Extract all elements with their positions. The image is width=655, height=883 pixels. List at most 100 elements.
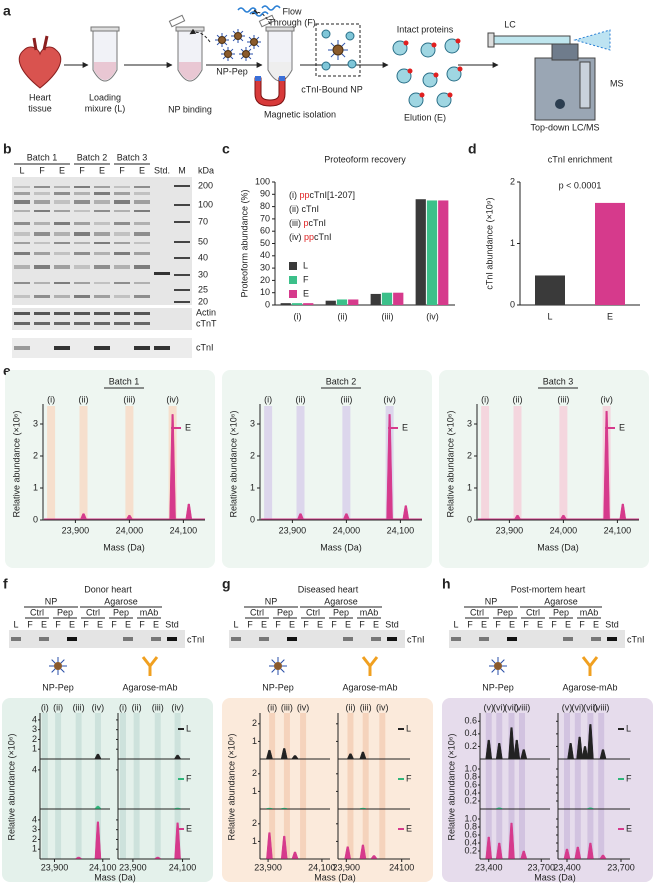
y-tick-label: 0	[33, 514, 38, 524]
subgroup-label: Pep	[113, 607, 129, 617]
gel-band	[114, 232, 130, 236]
peak	[599, 749, 607, 759]
highlight-band	[379, 713, 386, 859]
y-tick-label: 0.6	[464, 779, 477, 789]
gel-band	[114, 322, 130, 325]
highlight-band	[79, 406, 88, 520]
gel-band	[54, 265, 70, 269]
tube-cap	[258, 14, 276, 28]
legend-swatch	[289, 276, 297, 284]
y-tick-label: 0	[467, 514, 472, 524]
tube-rim	[175, 26, 205, 32]
lane-label: F	[359, 619, 365, 629]
label: tissue	[28, 103, 52, 113]
gel-band	[34, 322, 50, 325]
peak-label: (iv)	[383, 394, 396, 404]
panel-letter: a	[3, 3, 11, 19]
x-tick-label: (iii)	[382, 311, 394, 321]
lc-end	[487, 32, 495, 48]
gel-band	[607, 637, 617, 641]
x-tick-label: E	[607, 311, 613, 321]
protein-blob	[420, 42, 436, 58]
dashed-arrow	[251, 8, 271, 25]
lane-label: Std	[385, 619, 399, 629]
peak	[567, 743, 574, 759]
x-tick-label: 23,900	[333, 862, 361, 872]
peak-label: (iv)	[600, 394, 613, 404]
lane-label: E	[345, 619, 351, 629]
peak	[587, 807, 594, 809]
peak	[508, 727, 515, 759]
peak-label: (iii)	[557, 394, 569, 404]
gel-band	[34, 210, 50, 212]
peak	[297, 513, 304, 520]
gel-band	[14, 265, 30, 269]
gel-band	[114, 252, 130, 255]
nanoparticle	[218, 36, 226, 44]
gel-band	[54, 282, 70, 284]
nanoparticle	[274, 662, 282, 670]
gel-band	[74, 265, 90, 269]
y-tick-label: 0.8	[464, 771, 477, 781]
y-axis-label: Relative abundance (×10⁶)	[446, 733, 456, 840]
gel-band	[134, 232, 150, 236]
gel-band	[114, 222, 130, 225]
proteoform-part: p	[304, 218, 309, 228]
marker-band	[174, 221, 190, 223]
protein-strand	[261, 5, 281, 11]
peak	[520, 749, 528, 759]
peak-label: (iv)	[376, 702, 389, 712]
x-axis-label: Mass (Da)	[320, 542, 362, 552]
lane-label: F	[83, 619, 89, 629]
gel-band	[14, 295, 30, 298]
gel-band	[14, 210, 30, 212]
gel-band	[114, 282, 130, 284]
lc-column	[491, 35, 571, 45]
y-tick-label: 2	[32, 834, 37, 844]
panel-letter: b	[3, 141, 12, 157]
gel-band	[34, 222, 50, 225]
panel-letter: e	[3, 363, 11, 379]
y-tick-label: 0.4	[464, 837, 477, 847]
panel-letter: h	[442, 576, 451, 592]
band-label: cTnI	[407, 634, 425, 644]
peak	[344, 846, 351, 859]
gel-band	[591, 637, 601, 641]
gel-band	[451, 637, 461, 641]
y-tick-label: 1	[467, 482, 472, 492]
gel-band	[54, 192, 70, 195]
gel-band	[94, 200, 110, 204]
subgroup-label: Ctrl	[526, 607, 540, 617]
phospho-dot	[419, 92, 425, 98]
y-tick-label: 1	[510, 238, 515, 248]
proteoform-label: (ii) cTnI	[289, 204, 319, 214]
peak	[619, 503, 627, 520]
gel-band	[34, 312, 50, 315]
gel-band	[34, 282, 50, 284]
gel-band	[94, 322, 110, 325]
panel-letter: d	[468, 141, 477, 157]
x-tick-label: 24,100	[308, 862, 336, 872]
x-tick-label: 23,400	[475, 862, 503, 872]
gel-band	[74, 312, 90, 315]
legend-label: L	[303, 260, 308, 270]
y-tick-label: 3	[32, 724, 37, 734]
subgroup-label: Pep	[277, 607, 293, 617]
gel-band	[94, 295, 110, 298]
lane-label: E	[593, 619, 599, 629]
subgroup-label: Ctrl	[86, 607, 100, 617]
marker-label: 200	[198, 180, 213, 190]
panel-bg	[222, 370, 432, 568]
protein-strand	[237, 7, 257, 13]
peak-label: (ii)	[79, 394, 89, 404]
highlight-band	[485, 713, 492, 859]
lane-label: F	[247, 619, 253, 629]
gel-band	[114, 295, 130, 298]
legend-label: F	[626, 773, 632, 783]
lane-label: F	[119, 165, 125, 175]
unit-label: kDa	[198, 165, 214, 175]
lane-label: F	[579, 619, 585, 629]
x-tick-label: 23,900	[119, 862, 147, 872]
x-tick-label: 23,900	[279, 525, 307, 535]
x-tick-label: L	[547, 311, 552, 321]
